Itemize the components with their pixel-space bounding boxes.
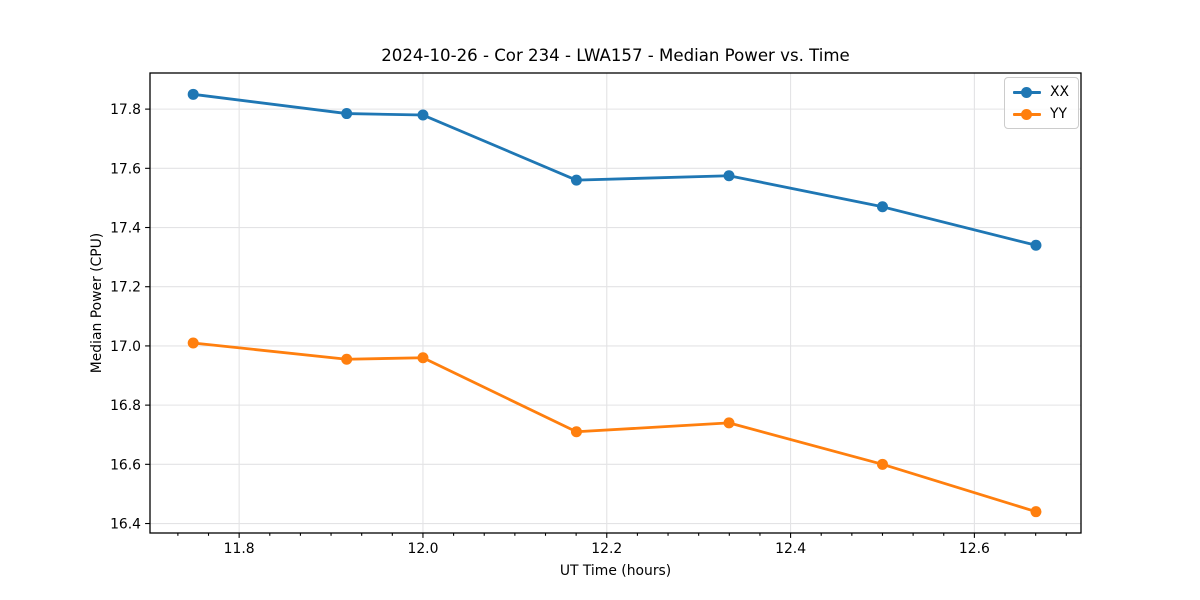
series-marker-yy <box>417 352 429 364</box>
y-tick-label: 16.6 <box>110 457 141 473</box>
series-marker-xx <box>723 170 735 182</box>
x-tick-label: 12.0 <box>407 541 438 557</box>
series-marker-yy <box>187 337 199 349</box>
series-marker-yy <box>723 417 735 429</box>
legend-entry-xx: XX <box>1013 81 1069 103</box>
y-tick-label: 17.4 <box>110 221 141 237</box>
y-axis-label: Median Power (CPU) <box>89 232 105 374</box>
plot-border <box>149 72 1082 534</box>
x-axis-label: UT Time (hours) <box>559 563 672 579</box>
y-tick-label: 17.2 <box>110 280 141 296</box>
series-marker-xx <box>341 108 353 120</box>
legend-marker-icon <box>1021 108 1032 120</box>
x-tick-label: 12.2 <box>591 541 622 557</box>
series-marker-xx <box>570 174 582 186</box>
y-tick-label: 17.8 <box>110 102 141 118</box>
legend-entry-yy: YY <box>1013 103 1069 125</box>
series-marker-yy <box>1030 506 1042 518</box>
legend-swatch-xx <box>1013 86 1041 98</box>
series-marker-xx <box>417 109 429 121</box>
series-marker-xx <box>187 88 199 100</box>
legend-label-xx: XX <box>1050 84 1070 100</box>
x-tick-label: 11.8 <box>224 541 255 557</box>
legend-swatch-yy <box>1013 108 1041 120</box>
legend: XX YY <box>1004 77 1080 129</box>
chart-title: 2024-10-26 - Cor 234 - LWA157 - Median P… <box>381 46 850 65</box>
y-tick-label: 17.6 <box>110 161 141 177</box>
series-marker-yy <box>876 458 888 470</box>
series-line-xx <box>191 92 1038 247</box>
series-marker-xx <box>876 201 888 213</box>
x-tick-label: 12.6 <box>959 541 990 557</box>
y-tick-label: 16.8 <box>110 398 141 414</box>
y-tick-label: 16.4 <box>110 517 141 533</box>
y-tick-label: 17.0 <box>110 339 141 355</box>
series-line-yy <box>191 341 1038 514</box>
x-tick-label: 12.4 <box>775 541 806 557</box>
legend-marker-icon <box>1021 86 1032 98</box>
series-marker-xx <box>1030 239 1042 251</box>
series-marker-yy <box>341 353 353 365</box>
legend-label-yy: YY <box>1050 106 1067 122</box>
series-marker-yy <box>570 426 582 438</box>
